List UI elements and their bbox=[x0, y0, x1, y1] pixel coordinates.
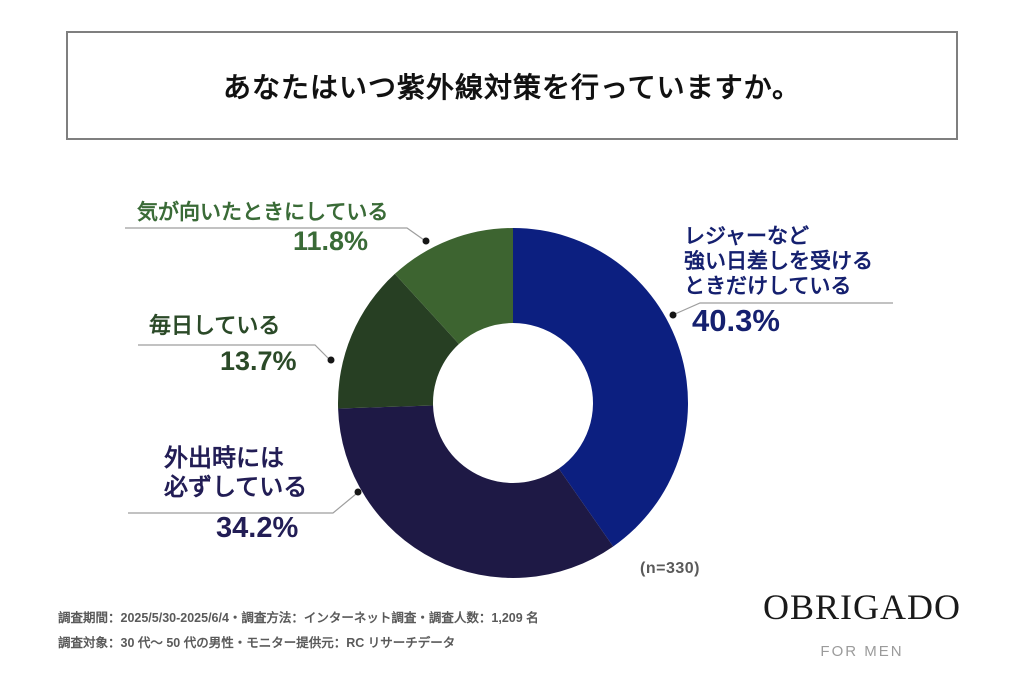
segment-value-leisure: 40.3% bbox=[692, 303, 780, 338]
segment-label-goingout-line2: 必ずしている bbox=[164, 474, 308, 501]
donut-segment-1 bbox=[513, 228, 688, 547]
leader-dot-everyday bbox=[327, 356, 335, 364]
segment-label-leisure-line3: ときだけしている bbox=[684, 275, 852, 298]
survey-note-line2: 調査対象：30 代～ 50 代の男性・モニター提供元：RC リサーチデータ bbox=[58, 636, 456, 650]
segment-label-leisure-line1: レジャーなど bbox=[684, 225, 809, 248]
brand-tagline: FOR MEN bbox=[820, 643, 904, 660]
segment-label-goingout: 外出時には 必ずしている bbox=[164, 444, 307, 502]
segment-label-goingout-line1: 外出時には bbox=[164, 445, 284, 472]
survey-methodology-note: 調査期間：2025/5/30-2025/6/4・調査方法：インターネット調査・調… bbox=[58, 606, 539, 656]
donut-segment-3 bbox=[338, 273, 459, 409]
segment-label-leisure-line2: 強い日差しを受ける bbox=[684, 250, 873, 273]
survey-question-title: あなたはいつ紫外線対策を行っていますか。 bbox=[222, 71, 802, 103]
segment-value-everyday: 13.7% bbox=[220, 346, 297, 376]
leader-dot-leisure bbox=[669, 311, 677, 319]
leader-line-whim bbox=[125, 227, 425, 241]
brand-logo: OBRIGADO bbox=[762, 587, 961, 627]
sample-size-label: (n=330) bbox=[640, 560, 700, 577]
title-box: あなたはいつ紫外線対策を行っていますか。 bbox=[66, 31, 958, 140]
donut-segment-4 bbox=[394, 228, 513, 344]
segment-label-everyday: 毎日している bbox=[149, 313, 281, 338]
segment-label-leisure: レジャーなど 強い日差しを受ける ときだけしている bbox=[684, 224, 873, 299]
segment-value-goingout: 34.2% bbox=[216, 512, 299, 544]
donut-segment-2 bbox=[338, 405, 614, 578]
donut-segments bbox=[338, 228, 688, 578]
survey-note-line1: 調査期間：2025/5/30-2025/6/4・調査方法：インターネット調査・調… bbox=[58, 611, 539, 625]
callout-dots bbox=[327, 237, 677, 496]
leader-dot-whim bbox=[422, 237, 430, 245]
segment-label-whim: 気が向いたときにしている bbox=[137, 201, 389, 224]
segment-value-whim: 11.8% bbox=[293, 226, 369, 256]
leader-dot-goingout bbox=[354, 488, 362, 496]
